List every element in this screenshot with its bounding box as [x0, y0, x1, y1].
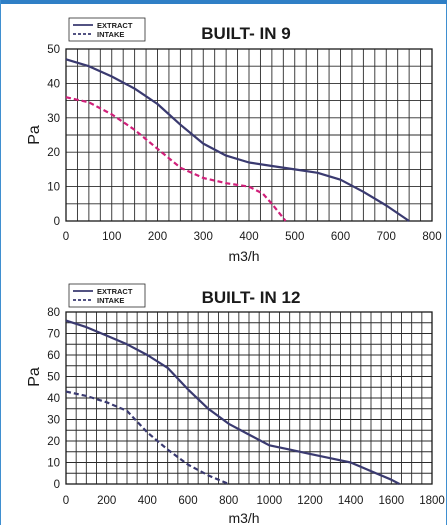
chart2-x-tick-label: 800	[219, 495, 238, 507]
chart1-plot-border	[65, 48, 433, 222]
chart1-x-tick-label: 400	[239, 231, 258, 243]
chart1-x-tick-label: 100	[102, 231, 121, 243]
chart2-legend-label-extract: EXTRACT	[97, 287, 133, 296]
charts-canvas: 0 100 200 300 400 500 600 700 80001020304050m3/h…	[26, 17, 445, 526]
chart2-y-tick-label: 0	[54, 479, 60, 491]
chart1-x-tick-label: 700	[377, 231, 396, 243]
chart1-legend-label-intake: INTAKE	[97, 30, 124, 39]
chart2-y-tick-label: 10	[47, 458, 60, 470]
chart2-y-tick-label: 30	[47, 415, 60, 427]
chart1-y-axis-label: Pa	[26, 125, 43, 145]
chart2-y-tick-label: 70	[47, 329, 60, 341]
chart1-x-tick-label: 0	[63, 231, 69, 243]
chart1-x-axis-label: m3/h	[228, 248, 259, 264]
chart1-legend-label-extract: EXTRACT	[97, 21, 133, 30]
chart2-y-tick-label: 40	[47, 393, 60, 405]
chart1-y-tick-label: 40	[47, 78, 60, 90]
chart2-legend-box	[68, 283, 146, 308]
chart1-x-tick-label: 200	[148, 231, 167, 243]
chart1-y-tick-label: 50	[47, 44, 60, 56]
chart2-x-tick-label: 1600	[379, 495, 405, 507]
chart2-series-extract-line	[65, 319, 401, 485]
chart2-legend-label-intake: INTAKE	[97, 296, 124, 305]
chart1-x-tick-label: 800	[422, 231, 441, 243]
chart1-y-tick-label: 20	[47, 147, 60, 159]
chart1-series-intake-line	[65, 96, 287, 222]
chart1-y-tick-label: 0	[54, 216, 60, 228]
chart1-y-tick-label: 10	[47, 182, 60, 194]
chart1-x-tick-label: 300	[194, 231, 213, 243]
chart1-x-tick-label: 500	[285, 231, 304, 243]
chart2-y-tick-label: 20	[47, 436, 60, 448]
chart1-title: BUILT- IN 9	[201, 24, 290, 43]
chart2-x-tick-label: 0	[63, 495, 69, 507]
chart1-y-tick-label: 30	[47, 113, 60, 125]
chart2-y-tick-label: 50	[47, 372, 60, 384]
chart2-x-tick-label: 1400	[338, 495, 364, 507]
chart2-plot-border	[65, 311, 433, 485]
chart2-x-tick-label: 1000	[257, 495, 283, 507]
chart2-x-axis-label: m3/h	[228, 510, 259, 526]
chart2-x-tick-label: 200	[97, 495, 116, 507]
chart2-x-tick-label: 600	[178, 495, 197, 507]
chart2-x-tick-label: 1800	[419, 495, 445, 507]
chart2-title: BUILT- IN 12	[202, 288, 301, 307]
chart2-series-intake-line	[65, 390, 230, 486]
chart1-series-extract-line	[65, 58, 410, 222]
chart1-legend-box	[68, 17, 146, 42]
chart2-y-tick-label: 60	[47, 350, 60, 362]
chart2-y-tick-label: 80	[47, 307, 60, 319]
chart1-x-tick-label: 600	[331, 231, 350, 243]
chart2-y-axis-label: Pa	[26, 367, 43, 387]
top-accent-bar	[1, 0, 447, 4]
chart2-x-tick-label: 1200	[297, 495, 323, 507]
chart2-x-tick-label: 400	[138, 495, 157, 507]
